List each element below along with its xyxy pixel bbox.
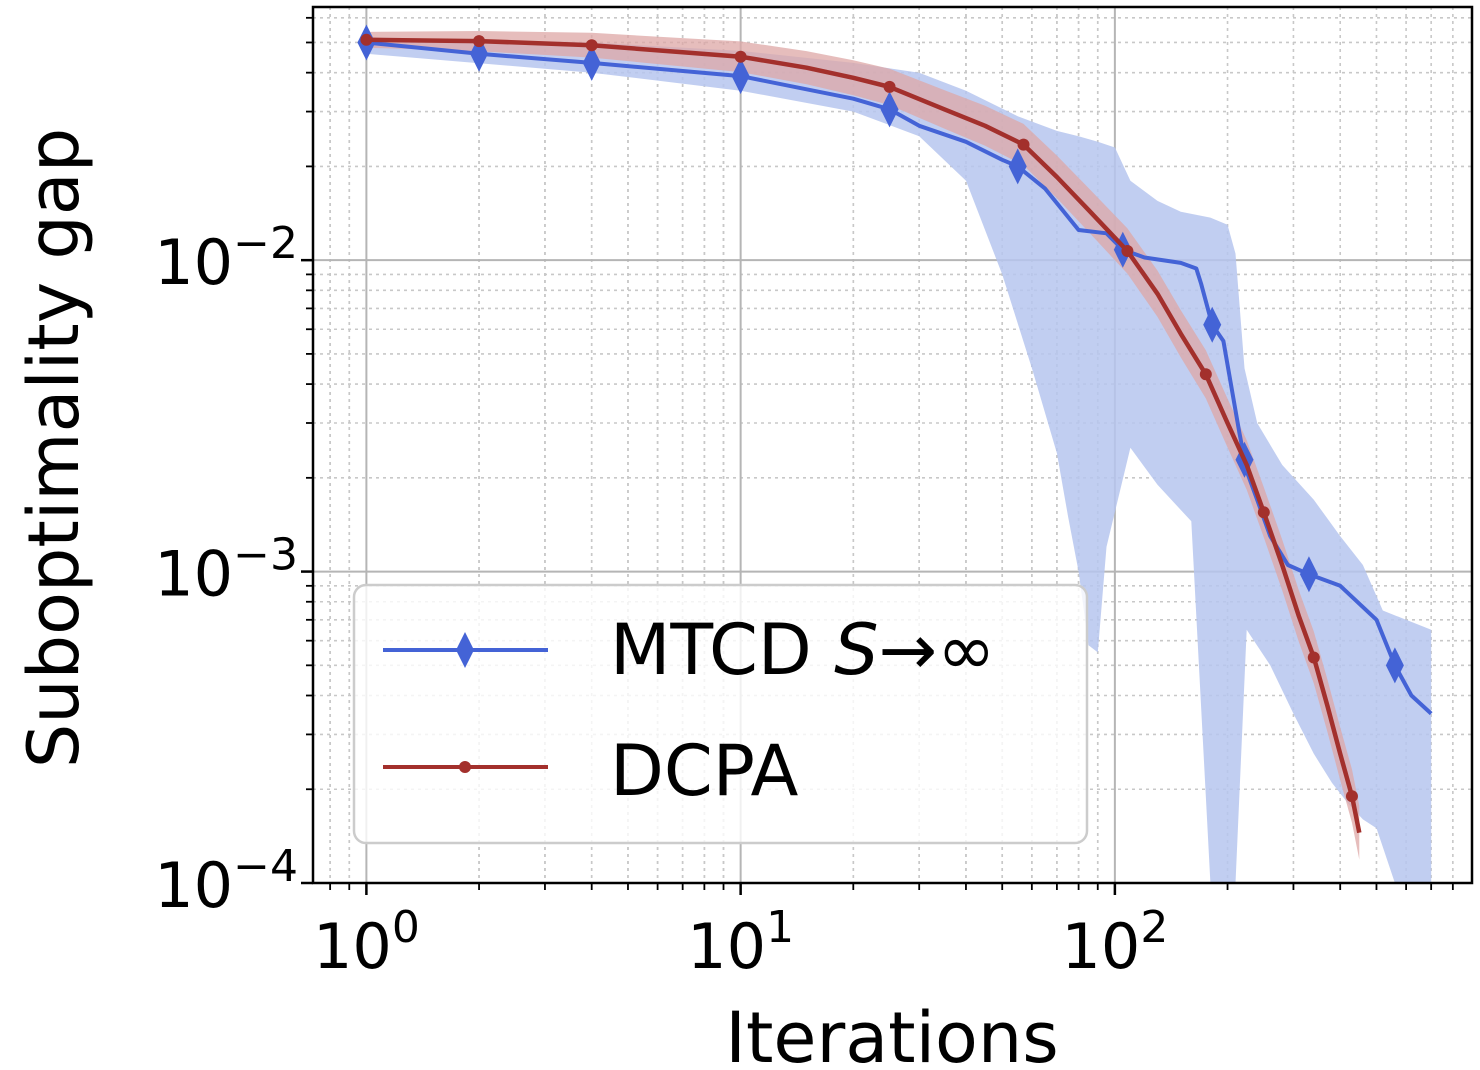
x-tick-label: 101 [687, 902, 794, 983]
marker-dcpa [585, 39, 598, 52]
marker-dcpa [473, 35, 486, 48]
legend-marker-mtcd [456, 632, 474, 668]
x-axis-label: Iterations [725, 997, 1058, 1070]
legend-marker-dcpa [459, 761, 471, 773]
x-tick-label: 100 [313, 902, 420, 983]
marker-dcpa [1199, 368, 1212, 381]
marker-dcpa [1017, 138, 1030, 151]
marker-dcpa [1121, 245, 1134, 258]
plot-frame [311, 5, 1474, 885]
legend-label-dcpa: DCPA [610, 730, 799, 812]
marker-mtcd [1008, 148, 1027, 185]
marker-dcpa [1257, 506, 1270, 519]
marker-mtcd [1299, 556, 1318, 593]
legend-label-mtcd: MTCD S→∞ [610, 609, 996, 691]
marker-mtcd [1385, 647, 1404, 684]
x-tick-label: 102 [1061, 902, 1168, 983]
axis-ticks: 100 101 102 10−2 10−3 10−4 [154, 16, 1454, 983]
y-tick-label: 10−4 [154, 841, 298, 922]
marker-dcpa [734, 50, 747, 63]
marker-mtcd [880, 91, 899, 128]
plot-area [357, 24, 1433, 883]
marker-mtcd [731, 58, 750, 95]
marker-dcpa [1345, 790, 1358, 803]
band-mtcd [366, 37, 1432, 883]
line-dcpa [366, 37, 1362, 834]
marker-mtcd [1203, 306, 1222, 343]
y-tick-label: 10−2 [154, 218, 298, 299]
marker-dcpa [883, 80, 896, 93]
marker-dcpa [1307, 651, 1320, 664]
y-tick-label: 10−3 [154, 530, 298, 611]
marker-mtcd [582, 44, 601, 81]
legend: MTCD S→∞ DCPA [352, 583, 1089, 845]
y-axis-label: Suboptimality gap [13, 128, 95, 768]
marker-dcpa [360, 33, 373, 46]
